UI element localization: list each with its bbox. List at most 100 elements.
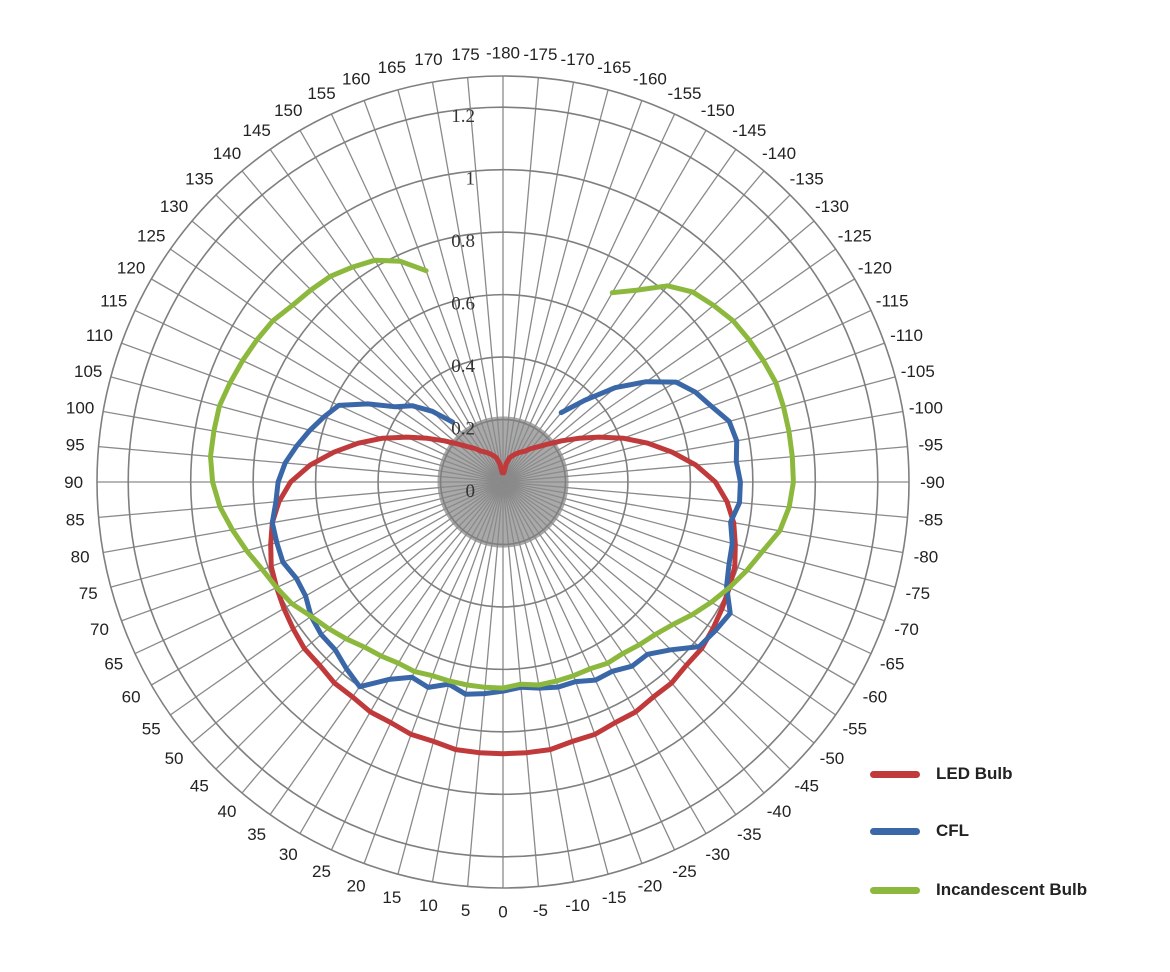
spoke-52 [103,481,504,554]
legend-label-cfl: CFL [936,821,970,840]
spoke-70 [431,82,504,483]
angle-tick-35: -5 [533,901,548,920]
radial-tick-4: 0.8 [451,231,475,252]
angular-grid [97,76,909,888]
angle-tick-53: 85 [66,510,85,529]
spoke-47 [170,481,504,716]
radial-grid [96,75,910,889]
spoke-48 [151,481,504,686]
legend-item-led-bulb: LED Bulb [870,762,1013,786]
angle-tick-52: 80 [71,548,90,567]
radial-tick-labels: 0 0.2 0.4 0.6 0.8 1 1.2 [451,106,475,502]
spoke-56 [103,410,504,483]
angle-tick-34: -10 [565,896,590,915]
spoke-20 [502,481,903,554]
spoke-24 [502,481,855,686]
angle-tick-44: 40 [218,802,237,821]
angle-tick-55: 95 [66,436,85,455]
ring-0 [439,418,567,546]
spoke-60 [151,278,504,483]
angle-tick-2: -170 [561,50,595,69]
angle-tick-0: -180 [486,44,520,63]
angle-tick-50: 70 [90,620,109,639]
radial-tick-1: 0.2 [451,419,475,440]
spoke-23 [502,481,872,655]
angle-tick-24: -60 [863,688,888,707]
legend-swatch-incandescent-bulb [870,886,920,894]
legend-item-cfl: CFL [870,819,969,843]
angle-tick-8: -140 [762,144,796,163]
spoke-4 [502,100,643,483]
angle-tick-63: 135 [185,169,213,188]
spoke-17 [502,445,908,483]
spoke-66 [299,130,504,483]
angle-tick-68: 160 [342,69,370,88]
angle-tick-22: -70 [894,620,919,639]
spoke-62 [191,220,504,483]
spoke-58 [121,342,504,483]
spoke-30 [502,481,707,834]
spoke-50 [121,481,504,622]
spoke-26 [502,481,815,744]
spoke-71 [466,77,504,483]
spoke-51 [110,481,504,588]
spoke-65 [269,149,504,483]
angle-tick-10: -130 [815,197,849,216]
series-line-cfl [269,379,743,697]
angle-tick-39: 15 [382,888,401,907]
spoke-64 [241,170,504,483]
angle-tick-38: 10 [419,896,438,915]
legend-label-incandescent-bulb: Incandescent Bulb [936,880,1088,899]
angle-tick-labels: -180 -175 -170 -165-160-155-150-145-140-135… [64,44,945,922]
ring-6 [96,75,910,889]
angle-tick-30: -30 [705,845,730,864]
angle-tick-48: 60 [122,688,141,707]
spoke-55 [98,445,504,483]
spoke-27 [502,481,791,770]
series-line-led-bulb [268,434,738,757]
angle-tick-25: -55 [842,719,867,738]
spoke-39 [397,481,504,875]
angle-tick-16: -100 [909,398,943,417]
angle-tick-13: -115 [876,292,909,311]
legend-swatch-led-bulb [870,770,920,778]
angle-tick-21: -75 [906,584,931,603]
spoke-1 [502,77,540,483]
spoke-22 [502,481,885,622]
ring-4 [189,168,817,796]
series-line-incandescent-bulb [208,257,796,691]
angle-tick-31: -25 [672,862,697,881]
spoke-45 [215,481,504,770]
radial-tick-2: 0.4 [451,356,475,377]
spoke-33 [502,481,609,875]
spoke-37 [466,481,504,887]
angle-tick-64: 140 [213,144,241,163]
ring-5 [127,106,879,858]
radial-tick-0: 0 [466,481,476,502]
spoke-40 [363,481,504,864]
angle-tick-29: -35 [737,825,762,844]
spoke-12 [502,278,855,483]
angle-tick-15: -105 [901,362,935,381]
spoke-68 [363,100,504,483]
spoke-2 [502,82,575,483]
angle-tick-71: 175 [451,45,479,64]
angle-tick-23: -65 [880,654,905,673]
spoke-46 [191,481,504,744]
radial-tick-5: 1 [466,169,476,190]
spoke-10 [502,220,815,483]
angle-tick-12: -120 [858,258,892,277]
angle-tick-67: 155 [307,84,335,103]
angle-tick-7: -145 [732,121,766,140]
spoke-25 [502,481,836,716]
spoke-53 [98,481,504,519]
angle-tick-37: 5 [461,901,470,920]
ring-3 [252,231,754,733]
angle-tick-42: 30 [279,845,298,864]
angle-tick-47: 55 [142,719,161,738]
angle-tick-70: 170 [414,50,442,69]
spoke-7 [502,149,737,483]
spoke-57 [110,376,504,483]
spoke-14 [502,342,885,483]
